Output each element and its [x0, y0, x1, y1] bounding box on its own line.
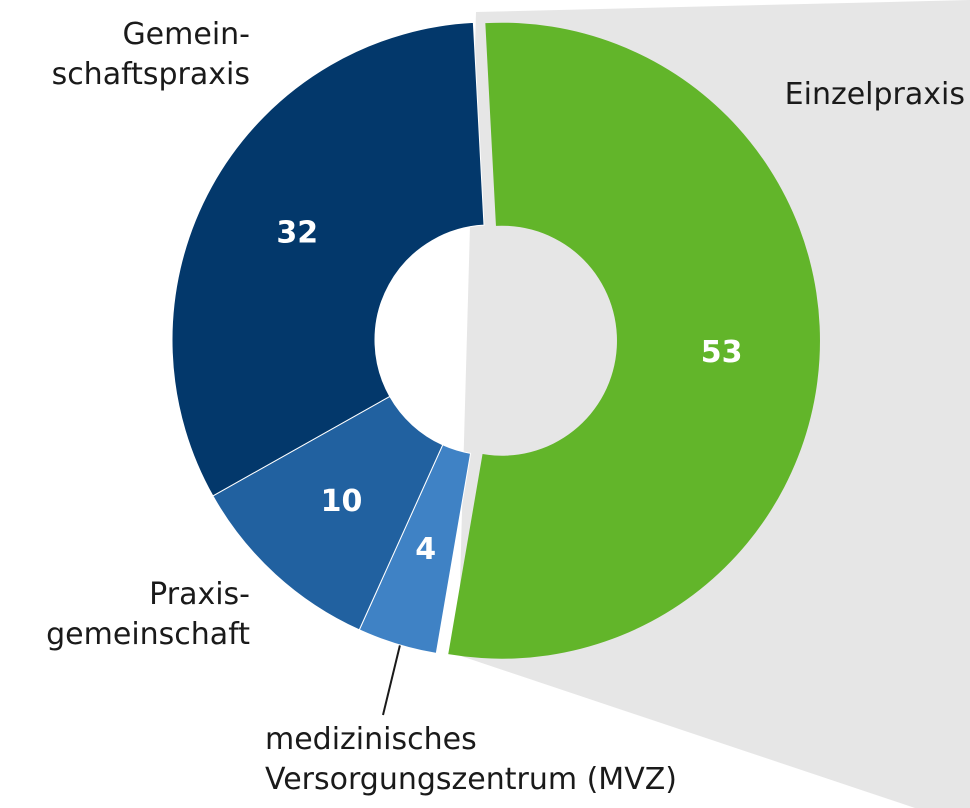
category-label: medizinisches Versorgungszentrum (MVZ) [265, 722, 677, 797]
category-label: Praxis- gemeinschaft [46, 577, 250, 652]
donut-slice [448, 22, 820, 659]
category-label: Gemein- schaftspraxis [51, 17, 250, 92]
leader-line [382, 644, 401, 716]
donut-slice [212, 395, 444, 631]
donut-slice [171, 21, 485, 497]
value-label: 10 [321, 484, 363, 519]
value-label: 53 [701, 335, 743, 370]
value-label: 32 [276, 215, 318, 250]
category-label: Einzelpraxis [784, 77, 965, 112]
value-label: 4 [415, 532, 436, 567]
